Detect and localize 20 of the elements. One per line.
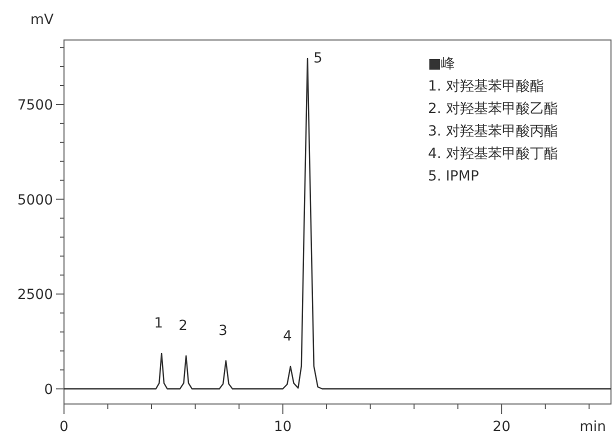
x-tick-label: 20 — [492, 419, 511, 435]
y-tick-label: 0 — [44, 382, 53, 398]
x-tick-label: 0 — [60, 419, 68, 435]
x-axis-title: min — [580, 419, 606, 435]
annotation: ■峰 — [428, 56, 456, 72]
annotation: 4. 对羟基苯甲酸丁酯 — [428, 146, 558, 162]
annotation: 5 — [314, 50, 322, 67]
y-axis-title: mV — [30, 12, 54, 28]
annotation: 4 — [282, 328, 292, 344]
annotation: 1. 对羟基苯甲酸酯 — [428, 78, 544, 94]
annotation: 2. 对羟基苯甲酸乙酯 — [428, 101, 558, 117]
y-tick-label: 7500 — [17, 97, 53, 114]
annotation: 2 — [178, 318, 188, 334]
annotation: 5. IPMP — [428, 168, 479, 184]
annotation: 1 — [154, 316, 164, 332]
y-tick-label: 5000 — [17, 192, 53, 208]
annotation: 3. 对羟基苯甲酸丙酯 — [428, 124, 558, 140]
annotation: 3 — [218, 322, 228, 339]
x-tick-label: 10 — [274, 419, 292, 435]
y-tick-label: 2500 — [17, 287, 53, 304]
